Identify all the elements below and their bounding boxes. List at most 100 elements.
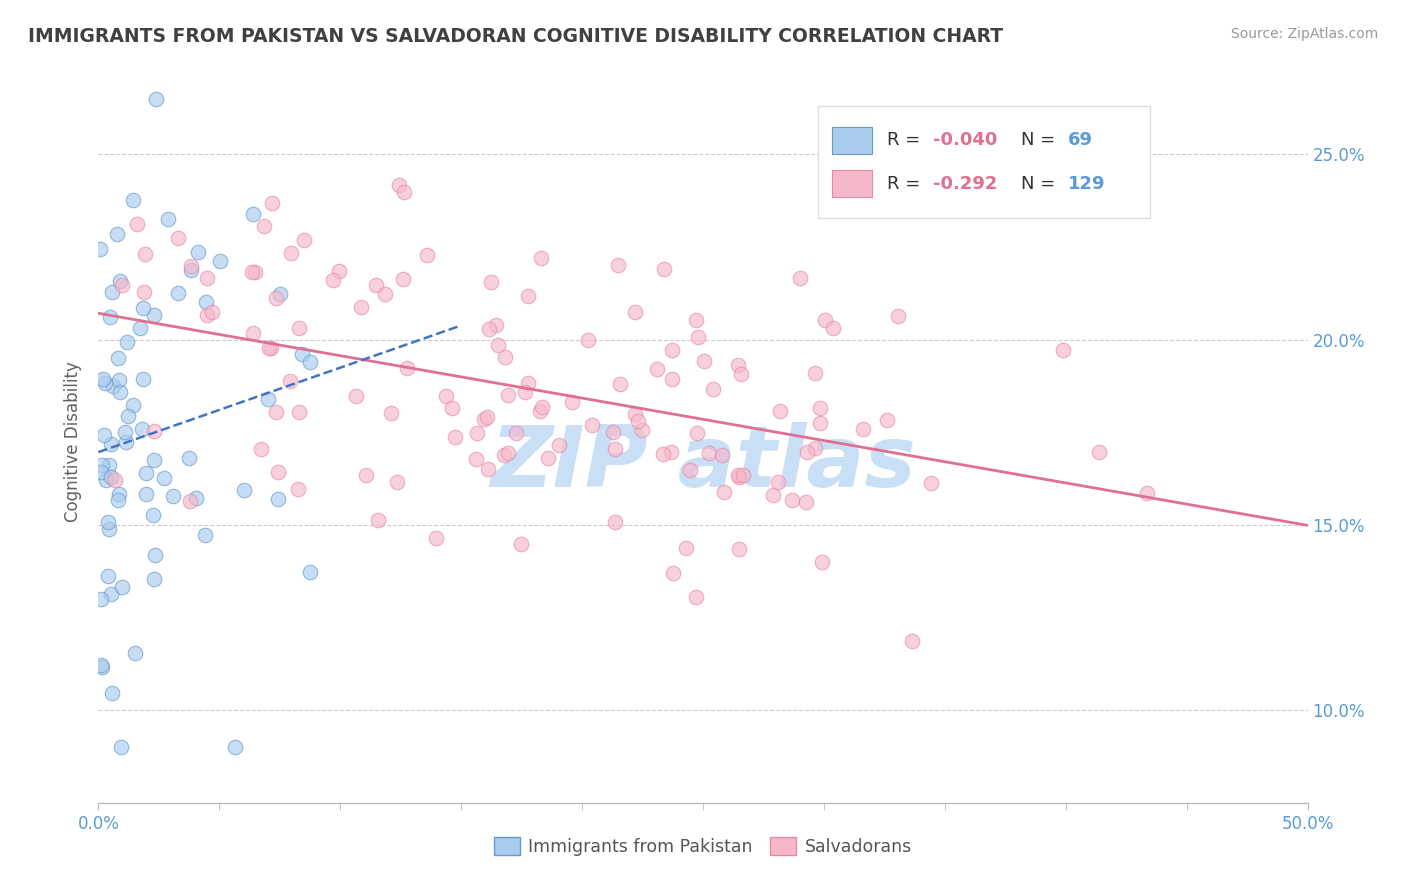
Point bbox=[603, 515, 626, 529]
Point bbox=[291, 347, 314, 361]
Point bbox=[496, 446, 519, 460]
Point bbox=[702, 382, 724, 396]
Point bbox=[167, 231, 190, 245]
Point bbox=[530, 251, 553, 265]
Point bbox=[496, 388, 519, 402]
Point bbox=[278, 375, 301, 389]
Point bbox=[195, 271, 218, 285]
Point bbox=[131, 422, 153, 436]
Point bbox=[107, 351, 129, 365]
Point bbox=[733, 467, 755, 482]
Point bbox=[97, 458, 120, 472]
Point bbox=[89, 242, 111, 256]
Point bbox=[101, 285, 124, 299]
Point bbox=[713, 484, 735, 499]
Point bbox=[287, 482, 309, 496]
Point bbox=[111, 278, 134, 293]
Point bbox=[243, 265, 266, 279]
Point bbox=[267, 491, 290, 506]
Text: 129: 129 bbox=[1069, 175, 1105, 193]
Point bbox=[675, 541, 697, 555]
Point bbox=[242, 326, 264, 340]
Point bbox=[769, 403, 792, 417]
Point bbox=[1136, 485, 1159, 500]
Point bbox=[395, 360, 418, 375]
Point bbox=[623, 407, 645, 421]
Point bbox=[299, 565, 322, 579]
Point bbox=[104, 473, 127, 487]
Point bbox=[662, 566, 685, 580]
Point bbox=[730, 367, 752, 381]
Point bbox=[250, 442, 273, 456]
Point bbox=[374, 286, 396, 301]
Point bbox=[727, 468, 749, 483]
Point bbox=[132, 301, 155, 316]
Point bbox=[686, 329, 709, 343]
Point bbox=[609, 376, 631, 391]
Point bbox=[804, 441, 827, 455]
Point bbox=[576, 333, 599, 347]
Point bbox=[472, 412, 495, 426]
Point bbox=[388, 178, 411, 192]
Point bbox=[920, 476, 942, 491]
Point bbox=[354, 467, 377, 482]
Point bbox=[143, 424, 166, 438]
Point bbox=[194, 528, 217, 542]
Point bbox=[107, 492, 129, 507]
Point bbox=[685, 425, 707, 440]
Point bbox=[124, 646, 146, 660]
Point bbox=[143, 548, 166, 562]
Point bbox=[135, 466, 157, 480]
Text: -0.040: -0.040 bbox=[932, 131, 997, 149]
Point bbox=[780, 493, 803, 508]
Point bbox=[685, 313, 707, 327]
Point bbox=[441, 401, 464, 416]
Point bbox=[852, 421, 875, 435]
Point bbox=[91, 458, 114, 473]
Point bbox=[135, 487, 157, 501]
Point bbox=[505, 426, 527, 441]
Point bbox=[177, 451, 200, 466]
Legend: Immigrants from Pakistan, Salvadorans: Immigrants from Pakistan, Salvadorans bbox=[486, 830, 920, 863]
Point bbox=[105, 227, 128, 241]
Text: N =: N = bbox=[1021, 175, 1062, 193]
Text: ZIP atlas: ZIP atlas bbox=[491, 422, 915, 505]
Point bbox=[602, 425, 624, 439]
Point bbox=[122, 398, 145, 412]
Point bbox=[385, 475, 408, 489]
Point bbox=[794, 495, 817, 509]
Point bbox=[364, 278, 387, 293]
Point bbox=[93, 376, 115, 391]
Point bbox=[605, 442, 627, 457]
Point bbox=[344, 389, 367, 403]
Point bbox=[821, 321, 844, 335]
Point bbox=[269, 287, 291, 301]
Point bbox=[96, 568, 118, 582]
Point bbox=[391, 272, 413, 286]
Point bbox=[350, 300, 373, 314]
Point bbox=[280, 246, 302, 260]
Point bbox=[201, 305, 224, 319]
Point bbox=[436, 388, 458, 402]
Point bbox=[96, 474, 118, 488]
Point bbox=[693, 354, 716, 368]
Point bbox=[179, 493, 201, 508]
Point bbox=[530, 400, 553, 414]
Point bbox=[157, 211, 180, 226]
Point bbox=[380, 406, 402, 420]
Point bbox=[367, 513, 389, 527]
Point bbox=[654, 262, 676, 277]
Point bbox=[121, 193, 143, 207]
Point bbox=[195, 308, 218, 322]
Point bbox=[287, 405, 309, 419]
Point bbox=[101, 379, 124, 393]
Point bbox=[260, 341, 283, 355]
Point bbox=[195, 295, 218, 310]
Point bbox=[796, 445, 818, 459]
Point bbox=[624, 305, 647, 319]
Point bbox=[652, 447, 675, 461]
Point bbox=[536, 450, 558, 465]
Point bbox=[659, 445, 682, 459]
Point bbox=[607, 258, 630, 272]
Point bbox=[127, 217, 149, 231]
